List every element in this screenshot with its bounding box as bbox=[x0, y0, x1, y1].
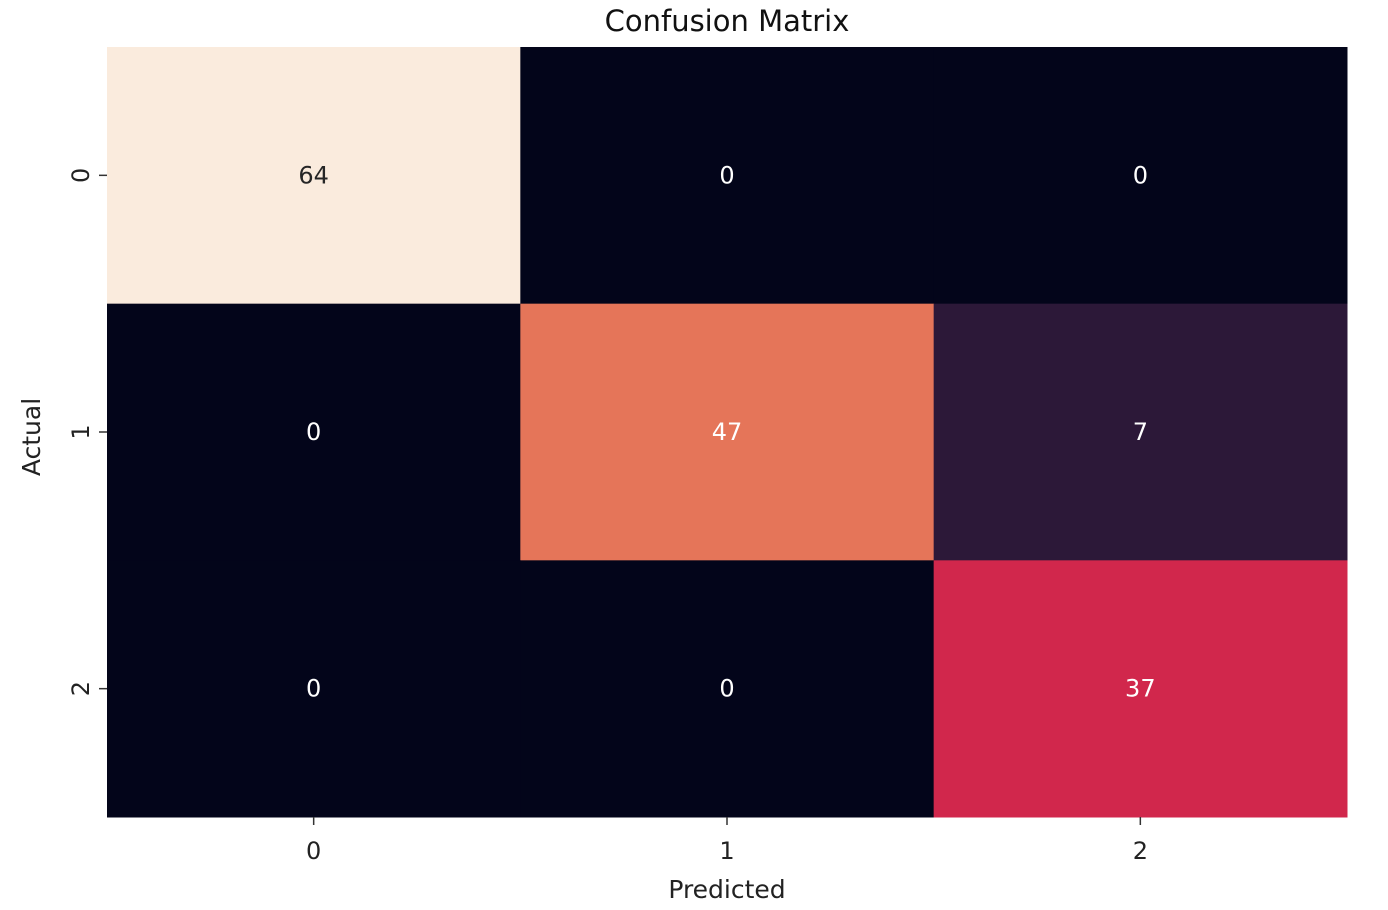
y-axis-label: Actual bbox=[17, 398, 46, 476]
chart-title: Confusion Matrix bbox=[605, 4, 850, 38]
heatmap-cell-0-1 bbox=[520, 47, 935, 305]
heatmap-cell-0-0 bbox=[107, 47, 521, 305]
cell-value-1-0: 0 bbox=[306, 418, 321, 446]
y-tick-label-2: 2 bbox=[67, 681, 95, 696]
heatmap-cell-1-2 bbox=[933, 303, 1348, 561]
cell-value-2-2: 37 bbox=[1125, 675, 1156, 703]
cell-value-1-2: 7 bbox=[1133, 418, 1148, 446]
y-tick-label-1: 1 bbox=[67, 424, 95, 439]
heatmap-cell-0-2 bbox=[933, 47, 1348, 305]
axis-ticks: 0 1 2 0 1 2 bbox=[67, 168, 1148, 865]
x-axis-label: Predicted bbox=[668, 875, 785, 904]
heatmap-cells: 64 0 0 0 47 7 0 0 37 bbox=[107, 47, 1348, 818]
heatmap-cell-2-0 bbox=[107, 560, 521, 818]
x-tick-label-1: 1 bbox=[719, 837, 734, 865]
heatmap-cell-2-1 bbox=[520, 560, 935, 818]
cell-value-2-0: 0 bbox=[306, 675, 321, 703]
cell-value-1-1: 47 bbox=[712, 418, 743, 446]
x-tick-label-0: 0 bbox=[306, 837, 321, 865]
heatmap-cell-1-1 bbox=[520, 303, 935, 561]
cell-value-0-2: 0 bbox=[1133, 161, 1148, 189]
y-tick-label-0: 0 bbox=[67, 168, 95, 183]
x-tick-label-2: 2 bbox=[1133, 837, 1148, 865]
cell-value-0-1: 0 bbox=[719, 161, 734, 189]
cell-value-2-1: 0 bbox=[719, 675, 734, 703]
heatmap-cell-2-2 bbox=[933, 560, 1348, 818]
cell-value-0-0: 64 bbox=[298, 161, 329, 189]
heatmap-cell-1-0 bbox=[107, 303, 521, 561]
